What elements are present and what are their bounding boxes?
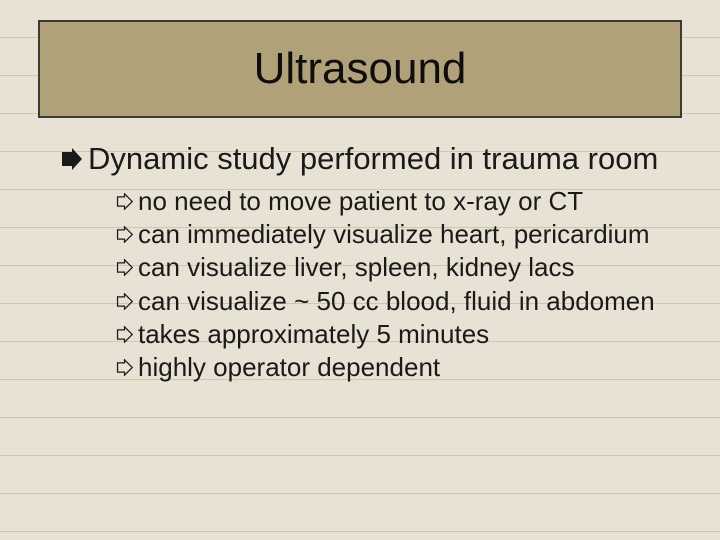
sub-item-text: takes approximately 5 minutes: [138, 318, 489, 351]
slide-title: Ultrasound: [254, 44, 467, 94]
content-area: Dynamic study performed in trauma room n…: [60, 140, 670, 384]
sub-item-text: can visualize liver, spleen, kidney lacs: [138, 251, 574, 284]
sub-bullet-item: can visualize ~ 50 cc blood, fluid in ab…: [116, 285, 670, 318]
arrow-right-outline-icon: [116, 259, 133, 276]
sub-bullet-item: takes approximately 5 minutes: [116, 318, 670, 351]
arrow-right-outline-icon: [116, 326, 133, 343]
sub-list: no need to move patient to x-ray or CT c…: [116, 185, 670, 385]
sub-item-text: highly operator dependent: [138, 351, 440, 384]
sub-bullet-item: highly operator dependent: [116, 351, 670, 384]
sub-item-text: can visualize ~ 50 cc blood, fluid in ab…: [138, 285, 655, 318]
main-item-text: Dynamic study performed in trauma room: [88, 140, 658, 179]
arrow-right-outline-icon: [116, 193, 133, 210]
title-band: Ultrasound: [38, 20, 682, 118]
sub-bullet-item: can visualize liver, spleen, kidney lacs: [116, 251, 670, 284]
main-bullet-item: Dynamic study performed in trauma room: [60, 140, 670, 179]
arrow-right-outline-icon: [116, 359, 133, 376]
arrow-right-filled-icon: [60, 148, 82, 170]
arrow-right-outline-icon: [116, 293, 133, 310]
sub-item-text: no need to move patient to x-ray or CT: [138, 185, 583, 218]
sub-bullet-item: no need to move patient to x-ray or CT: [116, 185, 670, 218]
sub-bullet-item: can immediately visualize heart, pericar…: [116, 218, 670, 251]
arrow-right-outline-icon: [116, 226, 133, 243]
sub-item-text: can immediately visualize heart, pericar…: [138, 218, 650, 251]
